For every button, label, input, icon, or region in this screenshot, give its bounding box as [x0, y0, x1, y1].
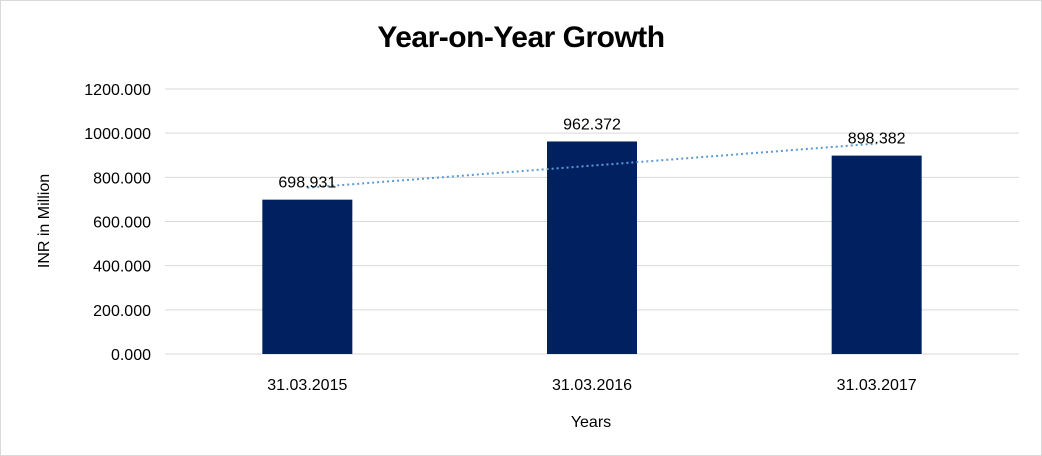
- x-tick-label: 31.03.2017: [837, 377, 917, 394]
- data-label: 962.372: [563, 116, 621, 133]
- bar: [547, 141, 637, 354]
- bars: [262, 141, 922, 354]
- y-tick-label: 800.000: [93, 170, 151, 187]
- bar: [831, 155, 922, 354]
- trendline: [307, 142, 877, 189]
- trendline-group: [307, 142, 877, 189]
- data-label: 898.382: [848, 131, 906, 148]
- x-axis-title: Years: [571, 414, 611, 431]
- x-axis-ticks: 31.03.2015 31.03.2016 31.03.2017: [267, 377, 917, 394]
- y-axis-ticks: 0.000 200.000 400.000 600.000 800.000 1000.00…: [84, 82, 151, 364]
- chart-title: Year-on-Year Growth: [377, 21, 665, 54]
- y-axis-title: INR in Million: [36, 174, 53, 268]
- bar: [262, 199, 353, 354]
- data-label: 698.931: [278, 175, 336, 192]
- data-labels: 698.931 962.372 898.382: [278, 116, 905, 191]
- y-tick-label: 1200.000: [84, 82, 151, 99]
- y-tick-label: 1000.000: [84, 126, 151, 143]
- x-tick-label: 31.03.2016: [552, 377, 632, 394]
- y-tick-label: 200.000: [93, 303, 151, 320]
- y-tick-label: 400.000: [93, 259, 151, 276]
- x-tick-label: 31.03.2015: [267, 377, 347, 394]
- y-tick-label: 0.000: [111, 347, 151, 364]
- y-tick-label: 600.000: [93, 215, 151, 232]
